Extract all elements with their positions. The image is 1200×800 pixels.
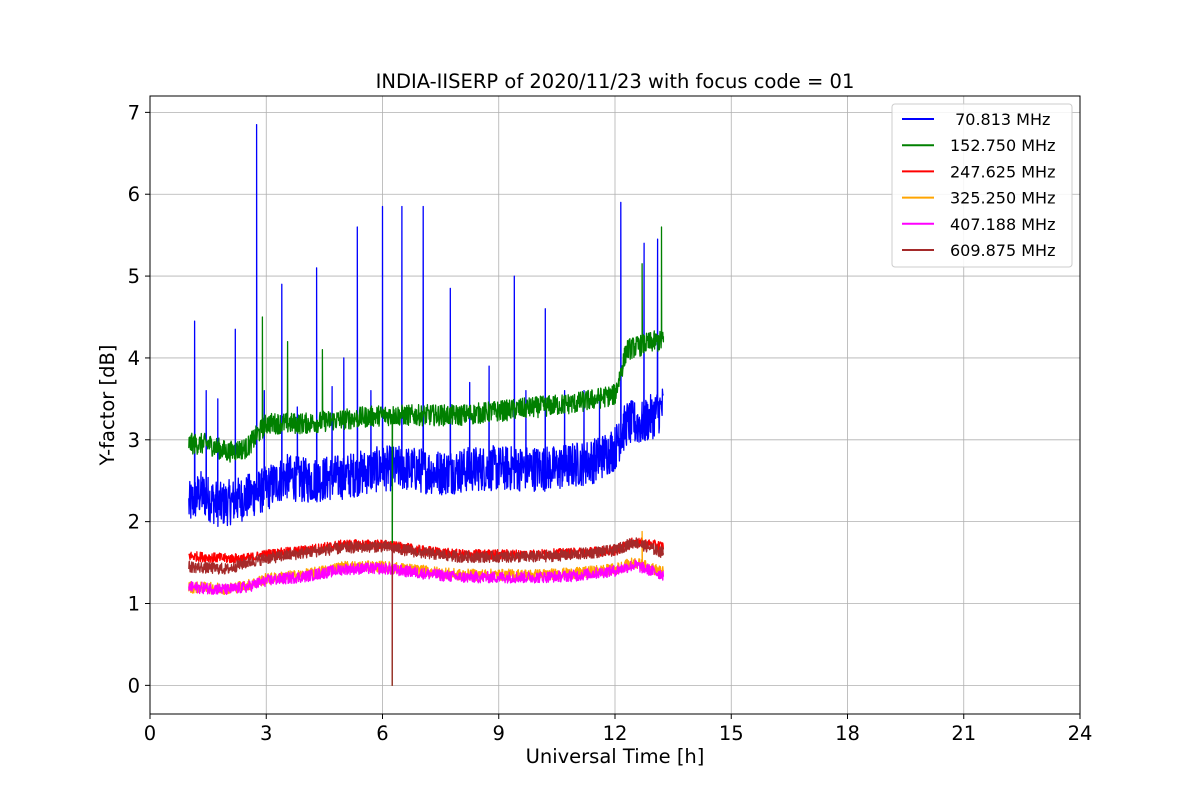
series-layer [188, 123, 665, 687]
legend-label: 407.188 MHz [950, 215, 1055, 234]
x-axis-label: Universal Time [h] [526, 745, 705, 768]
x-tick-label: 12 [603, 722, 628, 745]
series-line-1 [188, 226, 665, 687]
x-tick-label: 21 [951, 722, 976, 745]
y-axis-label: Y-factor [dB] [96, 345, 119, 467]
x-tick-label: 0 [144, 722, 156, 745]
x-tick-label: 15 [719, 722, 744, 745]
legend-items: 70.813 MHz 152.750 MHz 247.625 MHz 325.250 … [902, 110, 1055, 260]
legend-label: 325.250 MHz [950, 189, 1055, 208]
y-tick-label: 5 [128, 265, 140, 288]
series-line-0 [188, 123, 664, 528]
y-axis-ticks: 0 1 2 3 4 5 6 7 [128, 101, 150, 697]
x-axis-ticks: 0 3 6 9 12 15 18 21 24 [144, 714, 1093, 745]
series-line-4 [188, 559, 665, 596]
legend-label: 152.750 MHz [950, 136, 1055, 155]
y-tick-label: 7 [128, 101, 140, 124]
y-tick-label: 3 [128, 429, 140, 452]
y-tick-label: 0 [128, 674, 140, 697]
legend-box [891, 103, 1073, 268]
legend: 70.813 MHz 152.750 MHz 247.625 MHz 325.250 … [891, 103, 1073, 268]
y-tick-label: 6 [128, 183, 140, 206]
legend-label: 70.813 MHz [950, 110, 1050, 129]
x-tick-label: 3 [260, 722, 272, 745]
chart-title: INDIA-IISERP of 2020/11/23 with focus co… [376, 70, 855, 93]
x-tick-label: 18 [835, 722, 860, 745]
x-tick-label: 9 [493, 722, 505, 745]
legend-label: 247.625 MHz [950, 162, 1055, 181]
x-tick-label: 6 [376, 722, 388, 745]
legend-label: 609.875 MHz [950, 241, 1055, 260]
y-tick-label: 1 [128, 592, 140, 615]
y-tick-label: 2 [128, 511, 140, 534]
y-tick-label: 4 [128, 347, 140, 370]
x-tick-label: 24 [1068, 722, 1093, 745]
series-line-3 [188, 530, 665, 595]
series-line-5 [188, 537, 665, 687]
